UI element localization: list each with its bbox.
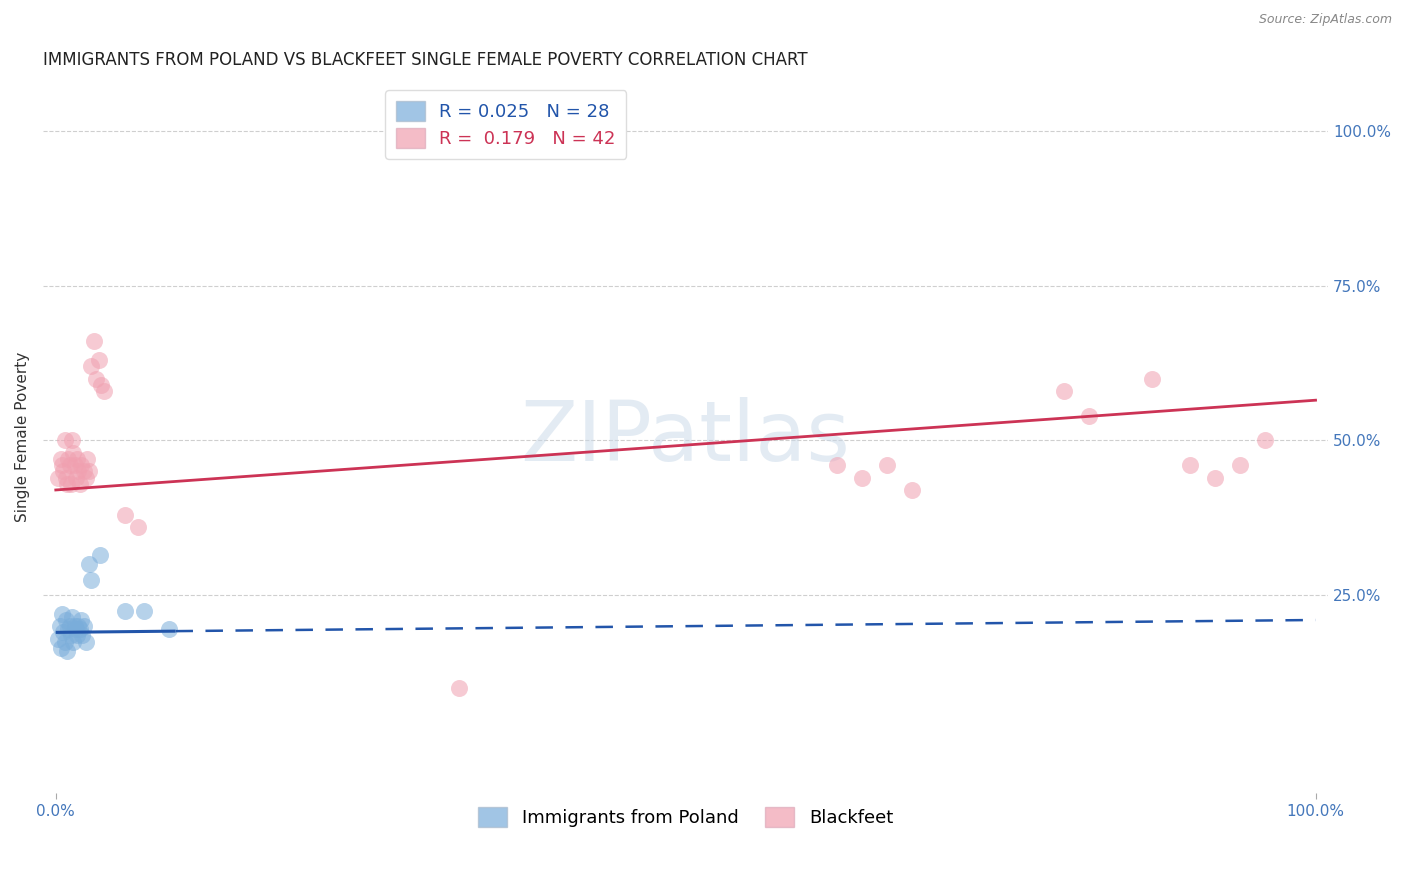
Point <box>58 622 80 636</box>
Point <box>60 610 83 624</box>
Point <box>75 634 97 648</box>
Point <box>80 359 103 373</box>
Point <box>1229 458 1251 473</box>
Point <box>80 573 103 587</box>
Point <box>67 464 90 478</box>
Point <box>59 458 82 473</box>
Point <box>851 470 873 484</box>
Point <box>55 613 77 627</box>
Point <box>49 640 72 655</box>
Point <box>901 483 924 497</box>
Point <box>69 622 91 636</box>
Point <box>90 377 112 392</box>
Point <box>876 458 898 473</box>
Point <box>1254 434 1277 448</box>
Point <box>65 622 87 636</box>
Point <box>93 384 115 398</box>
Point <box>66 628 89 642</box>
Point <box>65 470 87 484</box>
Point <box>127 520 149 534</box>
Point <box>63 619 86 633</box>
Point <box>1052 384 1074 398</box>
Point <box>46 470 69 484</box>
Point <box>51 458 73 473</box>
Point <box>114 508 136 522</box>
Point <box>59 628 82 642</box>
Point <box>51 607 73 621</box>
Point <box>53 434 76 448</box>
Point <box>70 458 93 473</box>
Point <box>1178 458 1201 473</box>
Point <box>59 476 82 491</box>
Point <box>1204 470 1226 484</box>
Point <box>66 452 89 467</box>
Point <box>62 634 84 648</box>
Point <box>53 634 76 648</box>
Point <box>75 470 97 484</box>
Point <box>55 470 77 484</box>
Point <box>77 558 100 572</box>
Point <box>48 619 70 633</box>
Point <box>56 644 79 658</box>
Point <box>56 476 79 491</box>
Point <box>157 622 180 636</box>
Legend: Immigrants from Poland, Blackfeet: Immigrants from Poland, Blackfeet <box>471 800 900 834</box>
Point <box>60 434 83 448</box>
Point <box>59 619 82 633</box>
Point <box>70 613 93 627</box>
Point <box>1077 409 1099 423</box>
Point <box>70 628 93 642</box>
Point <box>72 619 94 633</box>
Point <box>67 619 90 633</box>
Point <box>58 452 80 467</box>
Point <box>132 604 155 618</box>
Point <box>69 476 91 491</box>
Point <box>76 452 98 467</box>
Point <box>84 371 107 385</box>
Point <box>49 452 72 467</box>
Point <box>1140 371 1163 385</box>
Point <box>63 458 86 473</box>
Point <box>46 632 69 646</box>
Text: IMMIGRANTS FROM POLAND VS BLACKFEET SINGLE FEMALE POVERTY CORRELATION CHART: IMMIGRANTS FROM POLAND VS BLACKFEET SING… <box>44 51 808 69</box>
Point <box>114 604 136 618</box>
Point <box>87 353 110 368</box>
Point <box>77 464 100 478</box>
Point <box>83 334 105 349</box>
Point <box>72 464 94 478</box>
Text: ZIPatlas: ZIPatlas <box>520 397 851 478</box>
Point <box>825 458 848 473</box>
Y-axis label: Single Female Poverty: Single Female Poverty <box>15 352 30 523</box>
Point <box>89 548 111 562</box>
Point <box>62 446 84 460</box>
Point <box>52 625 75 640</box>
Text: Source: ZipAtlas.com: Source: ZipAtlas.com <box>1258 13 1392 27</box>
Point <box>52 464 75 478</box>
Point <box>447 681 470 695</box>
